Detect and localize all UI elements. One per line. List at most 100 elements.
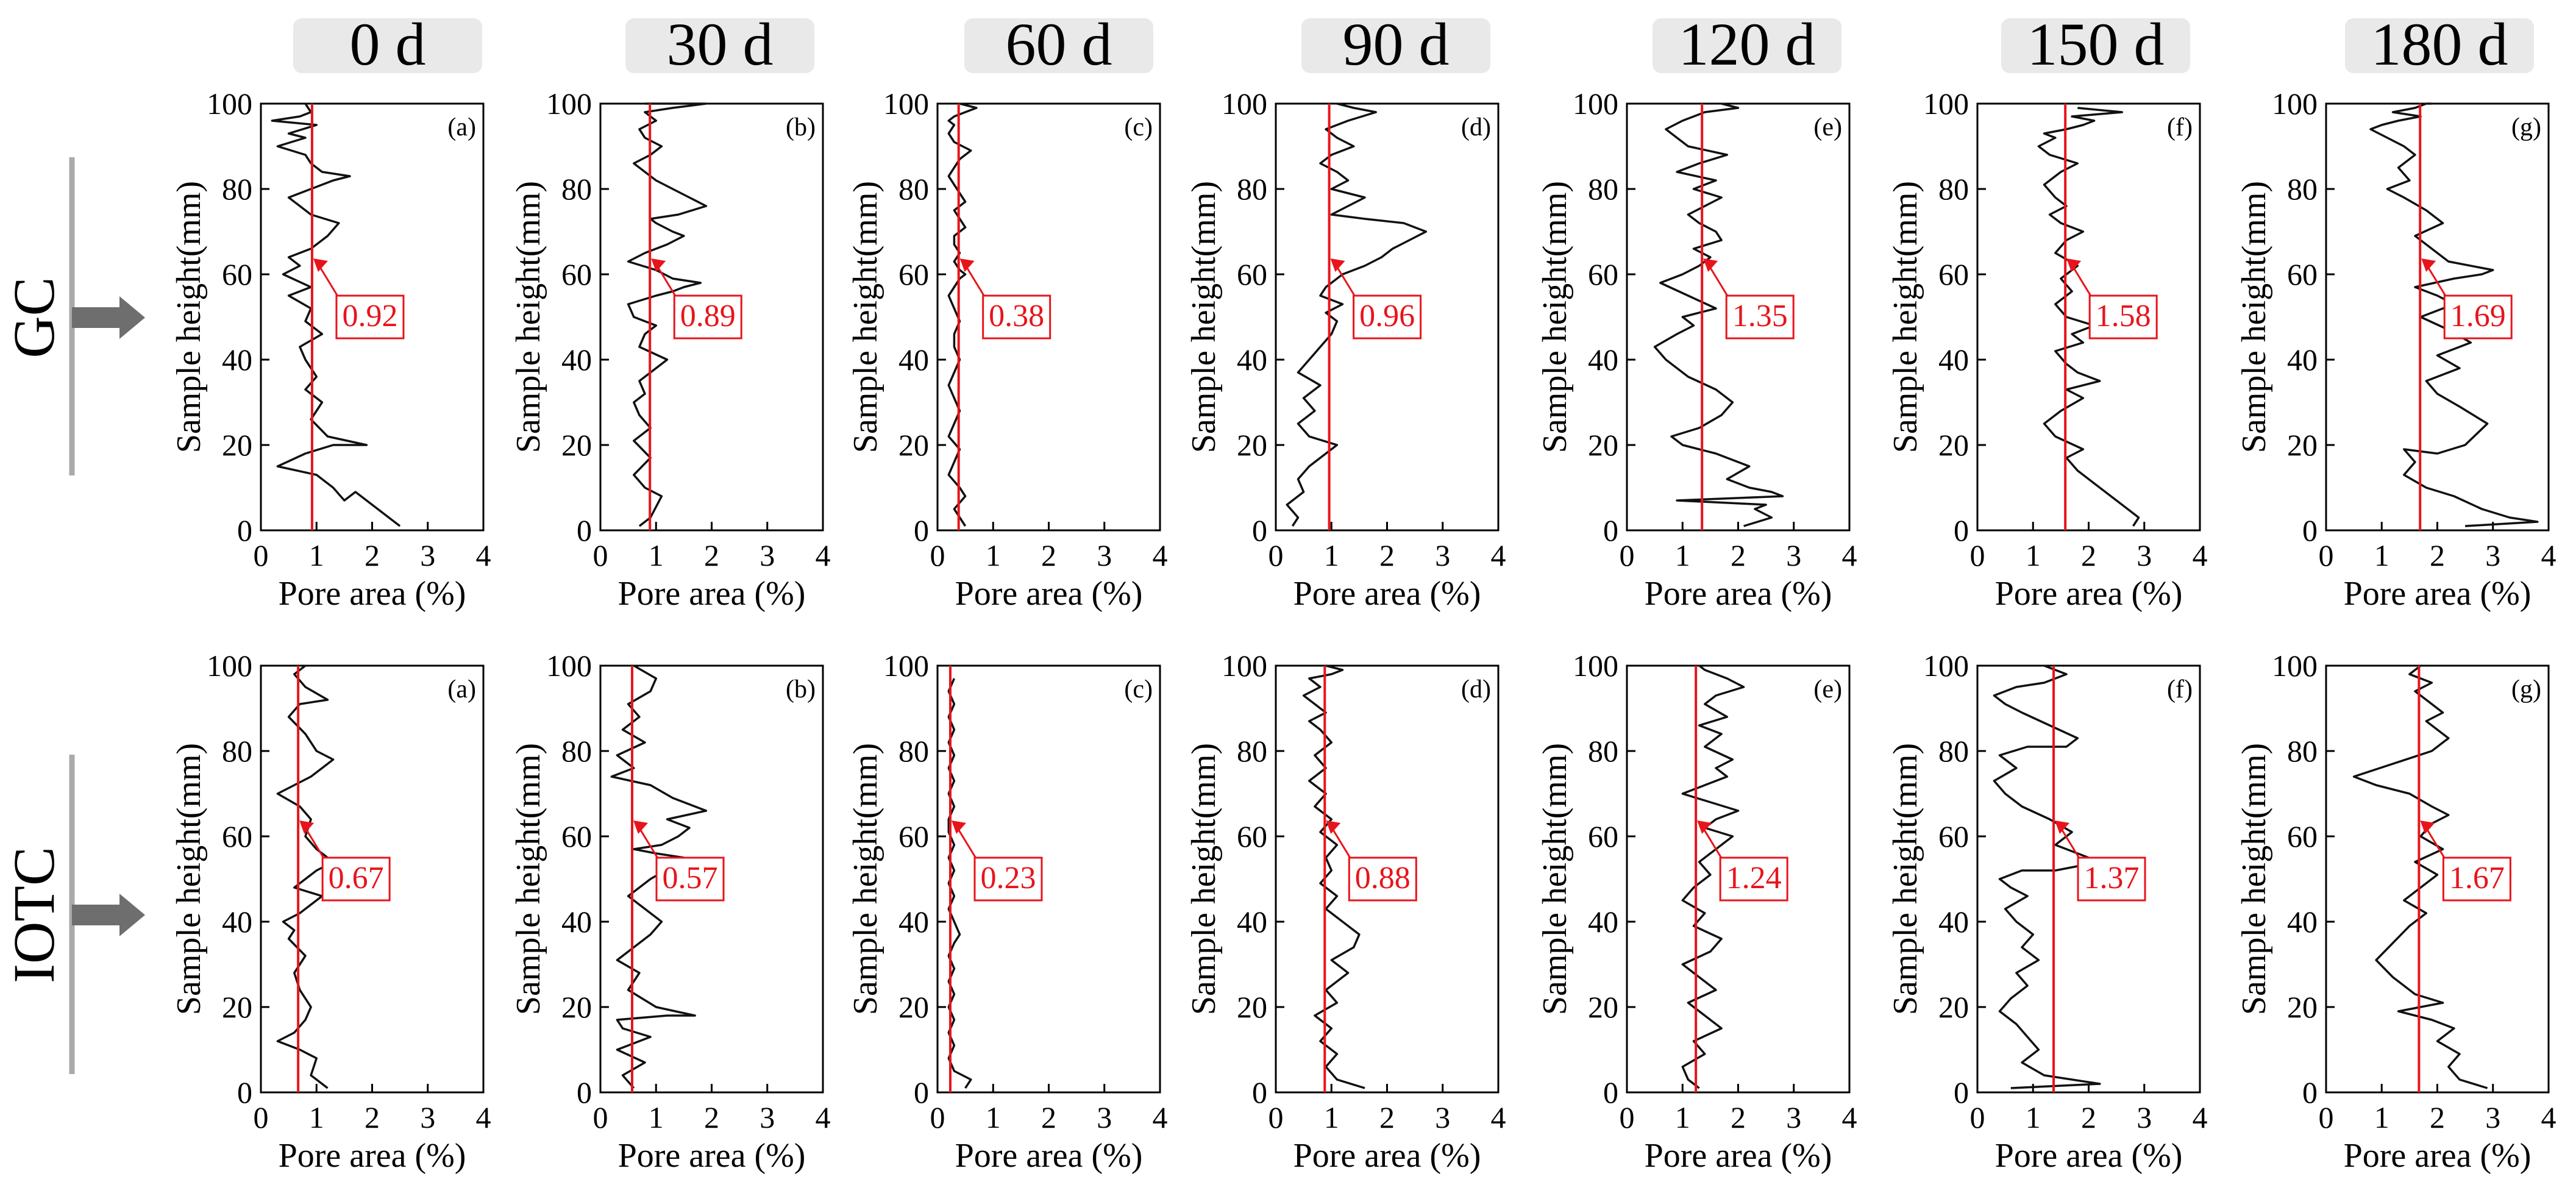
column-header-box [964,18,1153,73]
x-tick-label: 2 [365,538,380,572]
x-tick-label: 2 [1379,538,1395,572]
y-tick-label: 20 [1938,428,1969,462]
y-tick-label: 80 [1237,172,1267,206]
y-axis-label: Sample height(mm) [1185,181,1223,453]
panel-label: (e) [1813,675,1842,703]
y-tick-label: 100 [546,87,592,121]
mean-value-box [1353,294,1422,340]
x-tick-label: 2 [2081,538,2096,572]
x-tick-label: 0 [254,538,269,572]
y-tick-label: 100 [2272,649,2318,683]
mean-value-label: 1.67 [2449,861,2505,895]
annotation-arrowhead [313,258,328,272]
mean-value-label: 0.88 [1355,861,1411,895]
x-tick-label: 3 [760,538,775,572]
mean-value-label: 1.35 [1732,299,1788,333]
column-header-label: 120 d [1679,10,1816,78]
y-tick-label: 20 [898,990,929,1024]
y-tick-label: 60 [222,257,252,291]
y-tick-label: 100 [2272,87,2318,121]
y-axis-label: Sample height(mm) [170,181,208,453]
panel-label: (b) [786,675,816,703]
panel-label: (a) [447,113,476,141]
y-tick-label: 60 [1237,257,1267,291]
y-axis-label: Sample height(mm) [170,743,208,1015]
y-tick-label: 20 [1588,428,1618,462]
x-tick-label: 1 [986,1100,1001,1134]
x-tick-label: 3 [1786,1100,1801,1134]
panel-label: (b) [786,113,816,141]
y-tick-label: 80 [561,734,592,768]
x-tick-label: 2 [365,1100,380,1134]
pore-area-profile-line [627,102,708,527]
mean-value-label: 0.23 [980,861,1036,895]
y-tick-label: 20 [2287,990,2318,1024]
plot-frame [936,664,1161,1094]
y-tick-label: 40 [561,343,592,377]
x-tick-label: 0 [254,1100,269,1134]
mean-value-box [2077,856,2146,902]
x-tick-label: 3 [420,1100,435,1134]
y-tick-label: 100 [1222,87,1267,121]
panel-label: (d) [1461,675,1491,703]
y-tick-label: 0 [577,1075,592,1109]
panel-label: (a) [447,675,476,703]
y-tick-label: 0 [1252,1075,1267,1109]
x-tick-label: 4 [2541,538,2556,572]
x-tick-label: 3 [2485,538,2500,572]
x-tick-label: 3 [760,1100,775,1134]
x-tick-label: 3 [2485,1100,2500,1134]
y-tick-label: 20 [561,990,592,1024]
y-tick-label: 80 [1938,734,1969,768]
x-tick-label: 1 [1324,538,1339,572]
y-tick-label: 0 [1603,513,1618,547]
y-tick-label: 20 [898,428,929,462]
x-tick-label: 3 [1097,538,1112,572]
y-tick-label: 40 [1588,905,1618,939]
mean-value-label: 1.69 [2450,299,2506,333]
y-tick-label: 40 [2287,905,2318,939]
panel-label: (d) [1461,113,1491,141]
x-tick-label: 2 [2430,538,2445,572]
x-axis-label: Pore area (%) [955,575,1143,613]
pore-area-profile-line [947,102,978,527]
x-tick-label: 1 [1675,1100,1690,1134]
x-tick-label: 0 [1620,538,1635,572]
y-tick-label: 100 [207,649,252,683]
iotc-row-arrow-shaft [72,905,121,925]
y-tick-label: 0 [1252,513,1267,547]
y-tick-label: 20 [561,428,592,462]
x-axis-label: Pore area (%) [1995,575,2183,613]
x-tick-label: 1 [309,1100,324,1134]
x-tick-label: 0 [930,1100,945,1134]
annotation-arrowhead [2055,820,2070,834]
y-tick-label: 40 [898,905,929,939]
column-header-label: 150 d [2027,10,2165,78]
column-header-label: 90 d [1343,10,1450,78]
x-tick-label: 0 [1970,1100,1985,1134]
y-tick-label: 100 [1923,87,1969,121]
mean-value-box [2443,294,2513,340]
y-tick-label: 100 [207,87,252,121]
x-axis-label: Pore area (%) [1293,575,1481,613]
panel-label: (c) [1124,675,1153,703]
mean-value-box [973,856,1043,902]
x-tick-label: 4 [2541,1100,2556,1134]
panel-label: (c) [1124,113,1153,141]
x-tick-label: 2 [704,1100,719,1134]
y-tick-label: 40 [1237,343,1267,377]
mean-value-box [1725,294,1795,340]
annotation-arrowhead [1703,258,1718,272]
y-tick-label: 40 [1588,343,1618,377]
x-tick-label: 0 [930,538,945,572]
panel-label: (e) [1813,113,1842,141]
x-axis-label: Pore area (%) [618,575,806,613]
mean-value-box [2088,294,2158,340]
y-axis-label: Sample height(mm) [2235,181,2273,453]
mean-value-label: 1.58 [2096,299,2151,333]
y-tick-label: 20 [222,428,252,462]
column-header-box [293,18,482,73]
